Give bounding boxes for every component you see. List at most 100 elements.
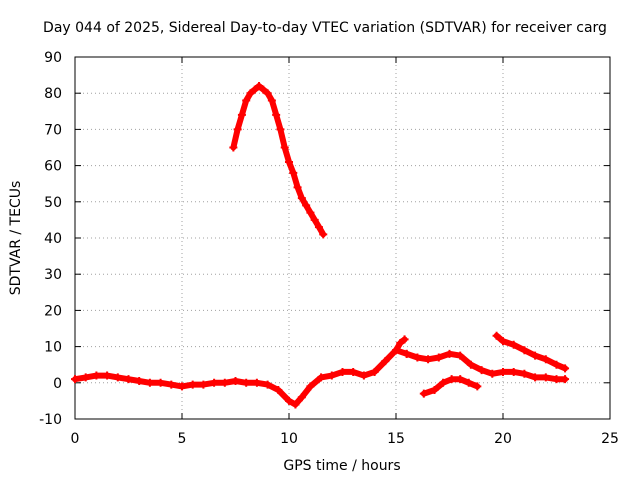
data-point	[306, 382, 315, 391]
data-point	[456, 351, 465, 360]
data-point	[242, 96, 251, 105]
data-point	[246, 89, 255, 98]
data-point	[419, 389, 428, 398]
data-point	[392, 346, 400, 355]
data-point	[113, 373, 122, 382]
x-tick-label: 25	[601, 431, 619, 447]
data-point	[280, 143, 289, 152]
y-tick-label: 60	[44, 159, 62, 175]
x-tick-label: 0	[71, 431, 80, 447]
data-point	[509, 340, 518, 349]
data-point	[242, 378, 251, 387]
data-point	[464, 378, 473, 387]
series-baseline-track	[71, 346, 411, 409]
data-point	[124, 375, 133, 384]
data-point	[338, 367, 347, 376]
y-axis-ticks: -10 0 10 20 30 40 50 60 70 80 90	[39, 50, 610, 428]
data-point	[81, 373, 90, 382]
data-point	[229, 143, 238, 152]
data-point	[327, 371, 336, 380]
data-point	[259, 85, 268, 94]
data-point	[199, 380, 208, 389]
data-point	[319, 230, 328, 239]
y-tick-label: 0	[53, 376, 62, 392]
grid-lines	[75, 57, 610, 419]
data-point	[103, 371, 112, 380]
data-point	[492, 331, 501, 340]
y-tick-label: 40	[44, 231, 62, 247]
data-point	[552, 375, 561, 384]
data-point	[293, 183, 302, 192]
data-point	[267, 96, 276, 105]
data-point	[520, 369, 529, 378]
data-point	[447, 375, 456, 384]
data-point	[473, 382, 482, 391]
data-point	[310, 215, 319, 224]
data-point	[359, 371, 368, 380]
data-point	[297, 393, 306, 402]
data-point	[220, 378, 229, 387]
data-point	[289, 168, 298, 177]
data-point	[531, 351, 540, 360]
data-point	[135, 376, 144, 385]
data-point	[263, 380, 272, 389]
data-point	[477, 366, 486, 375]
data-point	[167, 380, 176, 389]
data-point	[430, 386, 439, 395]
series-band	[230, 83, 327, 238]
data-point	[488, 369, 497, 378]
x-tick-label: 20	[494, 431, 512, 447]
data-point	[541, 373, 550, 382]
data-point	[92, 371, 101, 380]
data-point	[552, 360, 561, 369]
y-tick-label: 10	[44, 340, 62, 356]
data-point	[541, 355, 550, 364]
data-point	[413, 353, 422, 362]
data-point	[210, 378, 219, 387]
data-point	[237, 110, 246, 119]
x-axis-label: GPS time / hours	[283, 458, 400, 474]
data-point	[499, 367, 507, 376]
data-point	[314, 223, 323, 232]
series-low-arc	[419, 375, 482, 398]
series-rising-arc	[392, 335, 409, 355]
series-band	[72, 347, 410, 408]
x-tick-label: 5	[178, 431, 187, 447]
data-point	[561, 364, 570, 373]
data-points	[71, 81, 570, 409]
data-point	[434, 353, 443, 362]
data-point	[306, 208, 315, 217]
data-point	[520, 346, 529, 355]
data-point	[456, 375, 465, 384]
data-point	[274, 386, 283, 395]
y-tick-label: -10	[39, 412, 62, 428]
data-point	[445, 349, 454, 358]
data-point	[499, 337, 507, 346]
data-point	[396, 338, 405, 347]
data-point	[297, 194, 306, 203]
series-falling-track	[492, 331, 570, 373]
data-point	[250, 85, 259, 94]
data-point	[291, 400, 300, 409]
chart-title: Day 044 of 2025, Sidereal Day-to-day VTE…	[43, 20, 607, 36]
x-tick-label: 15	[387, 431, 405, 447]
data-point	[561, 375, 570, 384]
series-peak-arc	[229, 81, 328, 239]
data-point	[466, 360, 475, 369]
data-point	[424, 355, 433, 364]
data-point	[400, 335, 409, 344]
data-point	[156, 378, 165, 387]
data-point	[145, 378, 154, 387]
data-point	[178, 382, 186, 391]
data-point	[276, 125, 285, 134]
data-point	[302, 201, 311, 210]
x-axis-ticks: 0 5 10 15 20 25	[71, 57, 619, 447]
y-tick-label: 50	[44, 195, 62, 211]
data-point	[317, 373, 326, 382]
y-tick-label: 30	[44, 267, 62, 283]
data-point	[233, 125, 242, 134]
x-tick-label: 10	[280, 431, 298, 447]
y-tick-label: 70	[44, 122, 62, 138]
data-point	[263, 89, 272, 98]
